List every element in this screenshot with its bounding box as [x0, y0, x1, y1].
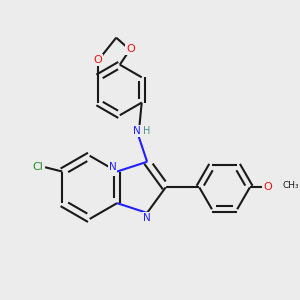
Text: O: O — [126, 44, 135, 54]
Text: O: O — [93, 55, 102, 65]
Text: N: N — [133, 126, 141, 136]
Text: N: N — [143, 213, 151, 223]
Text: H: H — [143, 126, 150, 136]
Text: O: O — [263, 182, 272, 192]
Text: Cl: Cl — [32, 162, 43, 172]
Text: N: N — [109, 162, 117, 172]
Text: CH₃: CH₃ — [282, 182, 299, 190]
